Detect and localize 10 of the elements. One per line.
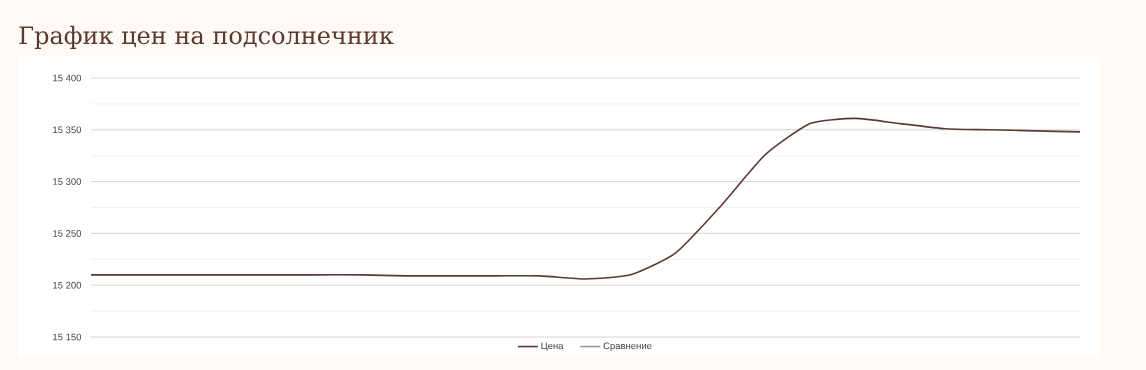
legend-label: Цена — [541, 342, 564, 351]
y-tick-label: 15 250 — [53, 230, 82, 237]
y-tick-label: 15 350 — [53, 126, 82, 134]
y-tick-label: 15 300 — [53, 178, 82, 185]
y-tick-label: 15 150 — [53, 333, 82, 341]
y-tick-label: 15 200 — [53, 281, 82, 289]
y-tick-label: 15 400 — [53, 74, 82, 82]
legend-label: Сравнение — [603, 342, 652, 352]
line-series — [91, 117, 1081, 280]
chart-title: График цен на подсолнечник — [19, 25, 394, 49]
